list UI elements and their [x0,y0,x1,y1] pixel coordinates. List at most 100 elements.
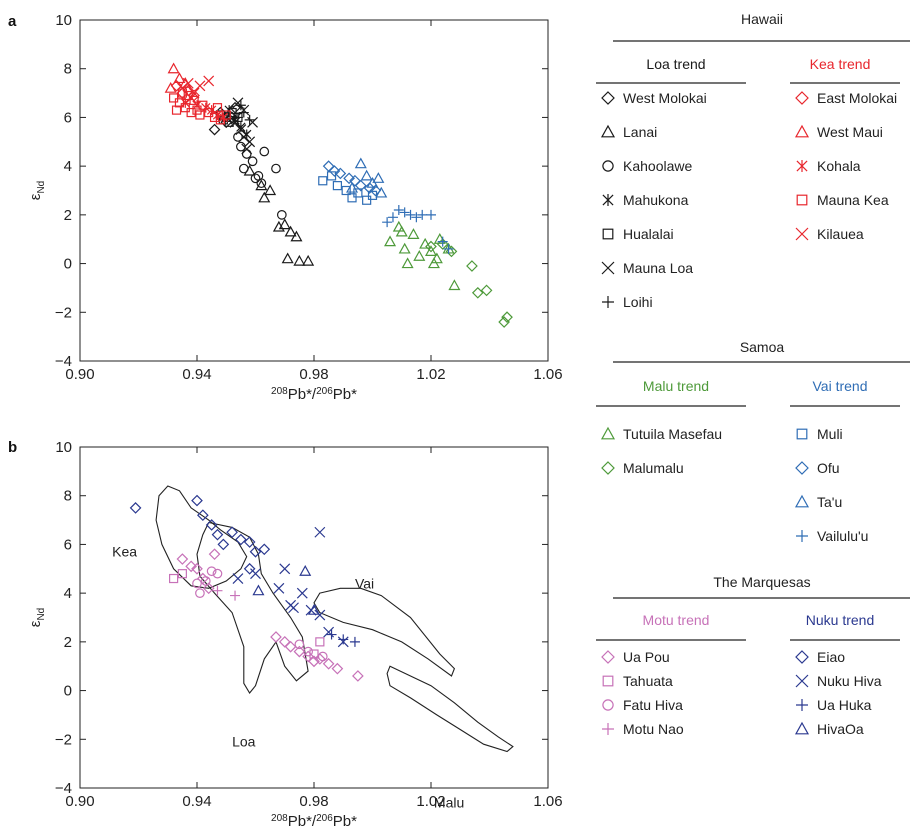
legend-item-tutuila-masefau: Tutuila Masefau [600,426,722,442]
legend-marker-triangle-icon [794,494,810,508]
data-point [334,167,347,180]
y-tick-label: 8 [64,488,72,505]
series-mauna-kea [169,88,231,125]
data-point [332,181,342,191]
legend-marker-plus-icon [796,530,808,542]
data-point [328,165,341,177]
y-tick-label: −2 [55,731,72,748]
data-point [307,603,321,615]
legend: Hawaii Loa trend West Molokai Lanai Kahoolaw… [596,11,910,737]
data-point [338,634,349,645]
legend-item-hualalai: Hualalai [602,226,674,242]
data-point [314,526,326,538]
data-point [243,536,256,548]
data-point [235,533,247,546]
data-point [315,637,325,647]
data-point [235,124,247,136]
legend-marker-square-icon [602,228,614,240]
series-ofu [322,160,382,197]
legend-marker-diamond-icon [795,461,809,475]
legend-label: West Maui [817,124,883,140]
data-point [182,77,194,89]
legend-label: Tutuila Masefau [623,426,722,442]
data-point [241,143,253,155]
data-point [294,639,305,650]
legend-item-west-maui: West Maui [794,124,883,140]
data-point [164,81,177,93]
legend-label: Vailulu'u [817,528,868,544]
legend-marker-triangle-icon [794,721,810,735]
data-point [174,98,185,108]
legend-label: Kilauea [817,226,864,242]
data-point [347,193,357,203]
legend-item-kahoolawe: Kahoolawe [602,158,692,174]
legend-item-mauna-loa: Mauna Loa [601,260,693,276]
legend-marker-triangle-icon [794,124,810,138]
data-point [278,636,291,648]
legend-marker-x-icon [795,227,809,241]
legend-label: Malumalu [623,460,684,476]
data-point [209,112,220,123]
legend-item-ua-huka: Ua Huka [796,697,872,713]
legend-marker-square-icon [796,194,808,206]
data-point [194,80,206,92]
data-point [185,92,197,104]
legend-item-mauna-kea: Mauna Kea [796,192,889,208]
data-point [258,543,271,556]
x-axis-label: 208Pb*/206Pb* [271,386,357,403]
legend-item-tahuata: Tahuata [602,673,673,689]
data-point [212,103,223,113]
legend-label: Ua Huka [817,697,872,713]
legend-column-motu-trend: Motu trend Ua Pou Tahuata Fatu Hiva Motu Nao [596,612,746,737]
data-point [279,563,291,575]
data-point [217,538,230,551]
data-point [308,655,320,668]
series-kahoolawe [233,132,287,220]
legend-label: Eiao [817,649,845,665]
legend-item-lanai: Lanai [600,124,657,140]
data-point [191,562,203,575]
series-west-maui [164,62,192,93]
legend-item-west-molokai: West Molokai [601,90,707,106]
y-tick-label: 8 [64,61,72,78]
data-point [398,242,411,254]
legend-group-the-marquesas: The Marquesas Motu trend Ua Pou Tahuata Fatu… [596,574,910,737]
data-point [352,670,364,682]
legend-marker-square-icon [796,428,808,440]
data-point [173,72,186,84]
data-point [212,585,223,596]
legend-column-malu-trend: Malu trend Tutuila Masefau Malumalu [596,378,746,476]
region-label-loa: Loa [232,734,256,750]
y-tick-label: 4 [64,158,72,175]
data-point [253,171,264,181]
legend-marker-diamond-icon [795,91,809,105]
legend-label: Nuku Hiva [817,673,882,689]
data-point [399,207,410,218]
legend-marker-square-icon [602,675,614,687]
data-point [259,146,270,157]
data-point [314,653,326,665]
series-malumalu [425,238,513,328]
legend-column-vai-trend: Vai trend Muli Ofu Ta'u Vailulu'u [790,378,900,544]
data-point [180,103,190,113]
y-tick-label: 2 [64,634,72,651]
data-point [284,225,297,237]
region-label-kea: Kea [112,544,137,560]
data-point [200,576,211,586]
data-point [250,568,261,580]
data-point [363,182,376,194]
data-point [382,217,393,228]
data-point [369,184,382,197]
legend-label: Lanai [623,124,657,140]
legend-group-title: Samoa [740,339,785,355]
data-point [195,588,205,598]
data-point [417,209,428,220]
data-point [177,569,187,579]
data-point [250,173,261,184]
legend-label: Ta'u [817,494,842,510]
data-point [466,260,478,272]
data-point [218,112,228,123]
panel-a: a 0.90 0.94 0.98 1.02 1.06 −4 −2 0 2 4 6 8 10 208Pb*/… [8,12,563,403]
legend-marker-x-icon [601,261,615,275]
data-point [243,562,256,575]
